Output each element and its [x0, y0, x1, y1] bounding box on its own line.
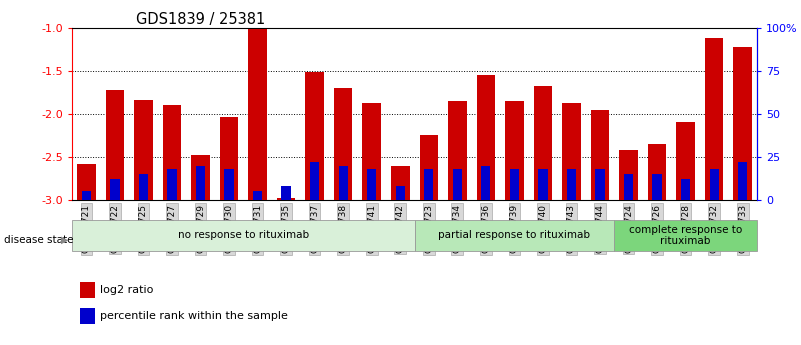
Bar [163, 105, 181, 200]
Bar [106, 90, 124, 200]
Text: GSM84725: GSM84725 [139, 204, 148, 253]
Bar [590, 109, 610, 200]
Bar [509, 169, 519, 200]
Text: GSM84723: GSM84723 [425, 204, 433, 253]
Bar [448, 101, 467, 200]
Bar [653, 174, 662, 200]
FancyBboxPatch shape [415, 220, 614, 251]
Bar [425, 169, 433, 200]
Bar [248, 29, 267, 200]
Text: GSM84726: GSM84726 [653, 204, 662, 253]
Bar [334, 88, 352, 200]
Text: GSM84731: GSM84731 [253, 204, 262, 253]
Bar [367, 169, 376, 200]
Text: disease state: disease state [4, 235, 74, 245]
Text: GSM84732: GSM84732 [710, 204, 718, 253]
Bar [734, 47, 752, 200]
Text: GSM84721: GSM84721 [82, 204, 91, 253]
Text: GSM84722: GSM84722 [111, 204, 119, 253]
Bar [339, 166, 348, 200]
Bar [420, 135, 438, 200]
Bar [305, 72, 324, 200]
Bar [191, 155, 210, 200]
Bar [710, 169, 718, 200]
Text: percentile rank within the sample: percentile rank within the sample [100, 312, 288, 321]
Bar [134, 100, 153, 200]
Text: no response to rituximab: no response to rituximab [178, 230, 309, 240]
Bar [538, 169, 548, 200]
Bar [111, 179, 119, 200]
Text: log2 ratio: log2 ratio [100, 286, 154, 295]
Bar [453, 169, 462, 200]
FancyBboxPatch shape [72, 220, 415, 251]
Bar [562, 104, 581, 200]
Text: GSM84739: GSM84739 [510, 204, 519, 253]
Bar [139, 174, 148, 200]
Bar [196, 166, 205, 200]
Bar [648, 144, 666, 200]
Bar [219, 117, 239, 200]
Bar [705, 38, 723, 200]
Text: GSM84743: GSM84743 [567, 204, 576, 253]
Text: GSM84744: GSM84744 [595, 204, 605, 253]
Bar [253, 191, 262, 200]
Bar [391, 166, 409, 200]
Bar [224, 169, 234, 200]
Text: GSM84737: GSM84737 [310, 204, 319, 253]
Bar [533, 86, 552, 200]
Text: GSM84736: GSM84736 [481, 204, 490, 253]
Bar [167, 169, 176, 200]
Bar [281, 186, 291, 200]
Bar [676, 122, 695, 200]
Bar [567, 169, 576, 200]
Text: GDS1839 / 25381: GDS1839 / 25381 [136, 12, 265, 27]
Text: GSM84727: GSM84727 [167, 204, 176, 253]
Bar [396, 186, 405, 200]
Bar [681, 179, 690, 200]
Text: GSM84730: GSM84730 [224, 204, 234, 253]
Text: partial response to rituximab: partial response to rituximab [438, 230, 590, 240]
Text: GSM84733: GSM84733 [739, 204, 747, 253]
Text: complete response to
rituximab: complete response to rituximab [629, 225, 743, 246]
FancyBboxPatch shape [614, 220, 757, 251]
Text: GSM84741: GSM84741 [367, 204, 376, 253]
Text: GSM84729: GSM84729 [196, 204, 205, 253]
Bar [277, 197, 296, 200]
Text: ▶: ▶ [61, 235, 68, 245]
Bar [595, 169, 605, 200]
Bar [738, 162, 747, 200]
Text: GSM84724: GSM84724 [624, 204, 633, 253]
Bar [77, 164, 95, 200]
Bar [619, 150, 638, 200]
Bar [624, 174, 633, 200]
Text: GSM84728: GSM84728 [681, 204, 690, 253]
Text: GSM84734: GSM84734 [453, 204, 462, 253]
Bar [82, 191, 91, 200]
Bar [477, 75, 495, 200]
Bar [310, 162, 320, 200]
Text: GSM84738: GSM84738 [339, 204, 348, 253]
Bar [362, 104, 381, 200]
Text: GSM84735: GSM84735 [282, 204, 291, 253]
Text: GSM84742: GSM84742 [396, 204, 405, 253]
Bar [505, 101, 524, 200]
Bar [481, 166, 490, 200]
Text: GSM84740: GSM84740 [538, 204, 547, 253]
